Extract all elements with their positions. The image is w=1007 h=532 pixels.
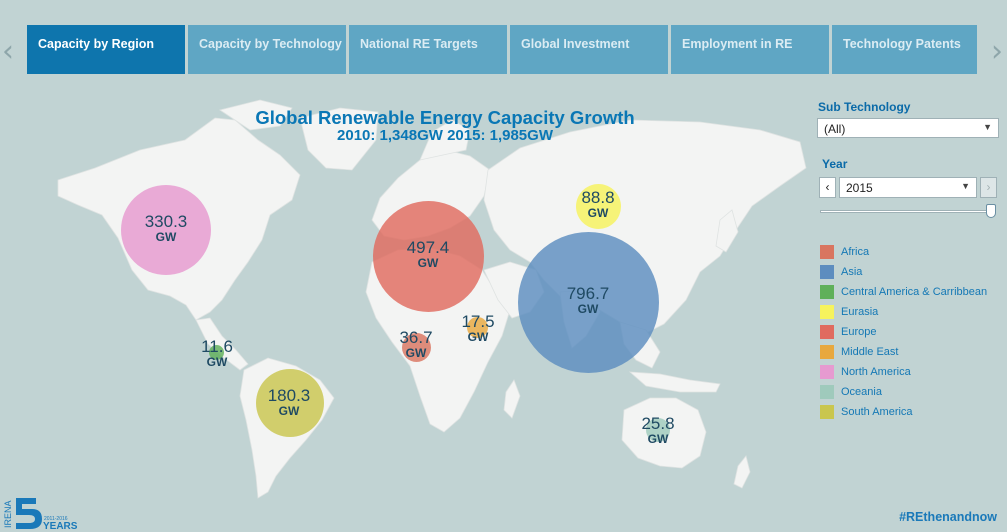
bubble-label-europe: 497.4 GW: [390, 239, 466, 269]
chevron-left-icon[interactable]: ‹: [2, 34, 14, 69]
bubble-unit: GW: [405, 346, 427, 360]
legend-swatch: [820, 305, 834, 319]
bubble-label-north-america: 330.3 GW: [128, 213, 204, 243]
bubble-label-south-america: 180.3 GW: [251, 387, 327, 417]
legend-swatch: [820, 345, 834, 359]
bubble-unit: GW: [278, 404, 300, 418]
bubble-oceania[interactable]: [646, 418, 670, 442]
bubble-unit: GW: [577, 302, 599, 316]
bubble-central-america[interactable]: [209, 345, 224, 360]
bubble-value: 330.3: [144, 212, 188, 231]
tab-capacity-by-technology[interactable]: Capacity by Technology: [188, 25, 346, 74]
legend-swatch: [820, 325, 834, 339]
tab-capacity-by-region[interactable]: Capacity by Region: [27, 25, 185, 74]
bubble-unit: GW: [417, 256, 439, 270]
tab-global-investment[interactable]: Global Investment: [510, 25, 668, 74]
year-select[interactable]: 2015 ▼: [839, 177, 977, 198]
chevron-down-icon: ▼: [983, 122, 992, 132]
legend-label: Africa: [841, 246, 870, 258]
svg-text:IRENA: IRENA: [4, 500, 13, 528]
chevron-down-icon: ▼: [961, 181, 970, 191]
map-subtitle: 2010: 1,348GW 2015: 1,985GW: [337, 127, 553, 144]
bubble-value: 17.5: [461, 312, 495, 331]
bubble-label-eurasia: 88.8 GW: [560, 189, 636, 219]
bubble-unit: GW: [587, 206, 609, 220]
legend-label: Asia: [841, 266, 863, 278]
legend-label: Central America & Carribbean: [841, 286, 988, 298]
legend-swatch: [820, 285, 834, 299]
bubble-value: 88.8: [581, 188, 615, 207]
bubble-label-oceania: 25.8 GW: [620, 415, 696, 445]
legend-label: South America: [841, 406, 913, 418]
bubble-label-central-america: 11.6 GW: [179, 338, 255, 368]
legend-swatch: [820, 245, 834, 259]
irena-logo: IRENA 2011-2016 YEARS: [3, 494, 84, 532]
legend-label: Oceania: [841, 386, 882, 398]
hashtag[interactable]: #REthenandnow: [899, 510, 997, 524]
bubble-unit: GW: [155, 230, 177, 244]
bubble-label-asia: 796.7 GW: [550, 285, 626, 315]
legend-label: Europe: [841, 326, 877, 338]
legend-swatch: [820, 405, 834, 419]
bubble-eurasia[interactable]: [576, 184, 621, 229]
svg-text:YEARS: YEARS: [43, 521, 78, 530]
bubble-value: 11.6: [201, 337, 233, 356]
bubble-value: 180.3: [267, 386, 311, 405]
sub-technology-value: (All): [824, 122, 846, 136]
tab-national-re-targets[interactable]: National RE Targets: [349, 25, 507, 74]
legend-swatch: [820, 265, 834, 279]
bubble-label-middle-east: 17.5 GW: [440, 313, 516, 343]
year-value: 2015: [846, 181, 873, 195]
legend-label: North America: [841, 366, 911, 378]
tab-bar: ‹ Capacity by Region Capacity by Technol…: [0, 0, 1007, 75]
tab-technology-patents[interactable]: Technology Patents: [832, 25, 977, 74]
legend-label: Middle East: [841, 346, 899, 358]
bubble-north-america[interactable]: [121, 185, 211, 275]
year-slider-track[interactable]: [820, 210, 992, 213]
bubble-label-africa: 36.7 GW: [378, 329, 454, 359]
year-prev-button[interactable]: ‹: [819, 177, 836, 198]
sub-technology-label: Sub Technology: [818, 100, 911, 114]
bubble-unit: GW: [467, 330, 489, 344]
tab-employment-in-re[interactable]: Employment in RE: [671, 25, 829, 74]
legend-label: Eurasia: [841, 306, 879, 318]
year-label: Year: [822, 157, 848, 171]
sub-technology-select[interactable]: (All) ▼: [817, 118, 999, 138]
bubble-asia[interactable]: [518, 232, 659, 373]
map-title: Global Renewable Energy Capacity Growth: [255, 107, 635, 128]
year-next-button[interactable]: ›: [980, 177, 997, 198]
legend-swatch: [820, 365, 834, 379]
legend-swatch: [820, 385, 834, 399]
bubble-value: 796.7: [566, 284, 610, 303]
bubble-south-america[interactable]: [256, 369, 324, 437]
bubble-middle-east[interactable]: [467, 317, 488, 338]
chevron-right-icon[interactable]: ›: [991, 34, 1003, 69]
bubble-unit: GW: [647, 432, 669, 446]
year-slider-thumb[interactable]: [986, 204, 996, 218]
bubble-africa[interactable]: [402, 333, 431, 362]
bubble-value: 25.8: [641, 414, 675, 433]
bubble-value: 36.7: [399, 328, 433, 347]
bubble-unit: GW: [206, 355, 228, 369]
bubble-value: 497.4: [406, 238, 450, 257]
bubble-europe[interactable]: [373, 201, 484, 312]
svg-text:2011-2016: 2011-2016: [44, 516, 68, 522]
